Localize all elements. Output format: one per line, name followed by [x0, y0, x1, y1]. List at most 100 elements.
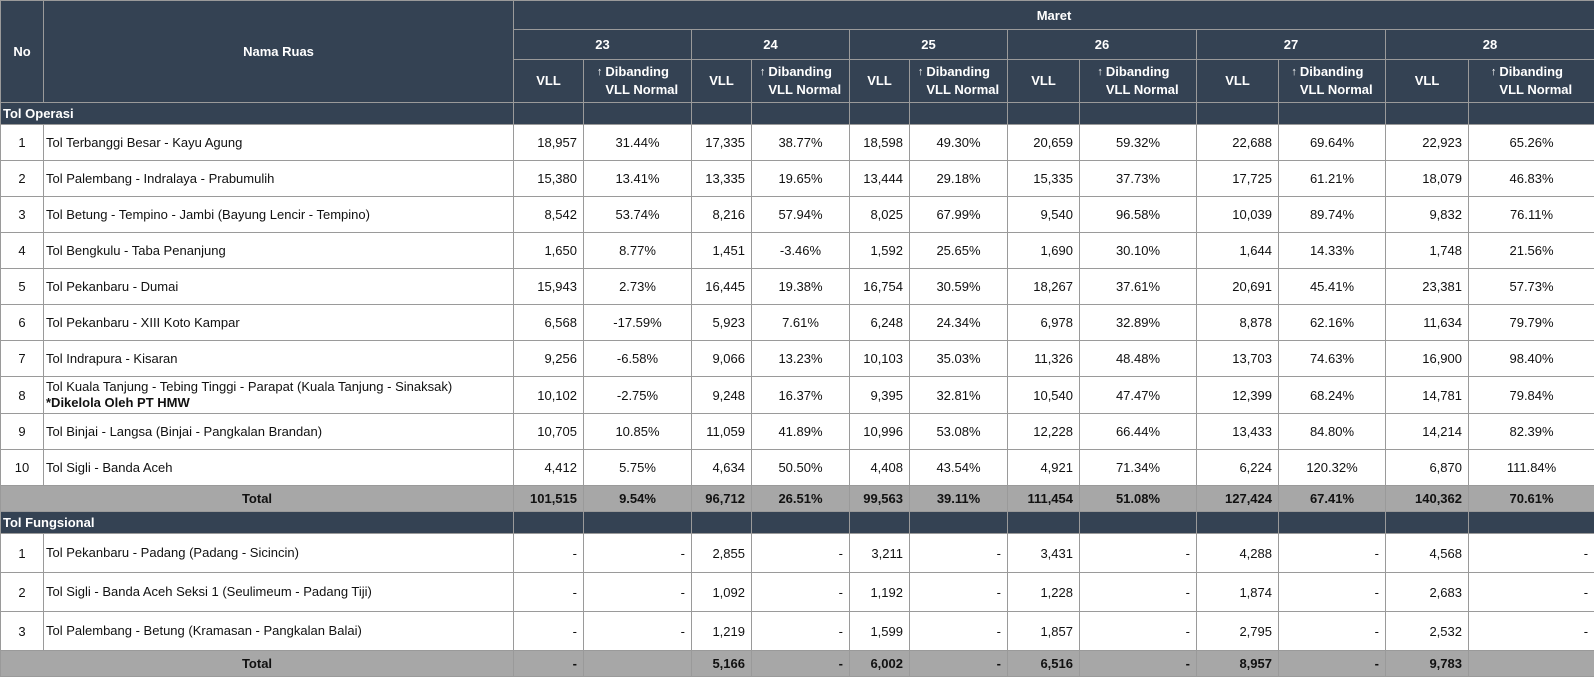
row-name-cell: Tol Palembang - Indralaya - Prabumulih: [43, 160, 514, 197]
vll-value: 16,900: [1385, 340, 1469, 377]
percent-change: -: [1079, 572, 1197, 612]
arrow-up-icon: ↑: [759, 66, 766, 78]
row-name: Tol Indrapura - Kisaran: [46, 350, 178, 366]
percent-change: 43.54%: [909, 449, 1008, 486]
vll-value: 4,568: [1385, 533, 1469, 573]
vll-value: 10,705: [513, 413, 584, 450]
percent-change: 79.84%: [1467, 376, 1594, 414]
percent-change: 57.94%: [751, 196, 850, 233]
percent-change: 10.85%: [583, 413, 692, 450]
percent-change: 96.58%: [1079, 196, 1197, 233]
vll-value: 4,408: [849, 449, 910, 486]
table-row: 3 Tol Palembang - Betung (Kramasan - Pang…: [0, 611, 1594, 651]
total-vll: 9,783: [1385, 650, 1469, 677]
row-name-cell: Tol Pekanbaru - XIII Koto Kampar: [43, 304, 514, 341]
percent-change: -6.58%: [583, 340, 692, 377]
percent-change: 61.21%: [1278, 160, 1386, 197]
header-vll: VLL: [1007, 59, 1080, 103]
header-dibanding-line1: Dibanding: [768, 64, 832, 79]
total-vll: 96,712: [691, 485, 752, 512]
percent-change: 45.41%: [1278, 268, 1386, 305]
percent-change: 59.32%: [1079, 124, 1197, 161]
vll-value: 22,688: [1196, 124, 1279, 161]
header-no: No: [0, 0, 44, 103]
header-dibanding-line1: Dibanding: [1299, 64, 1364, 79]
total-vll: 5,166: [691, 650, 752, 677]
vll-value: 18,598: [849, 124, 910, 161]
section-filler-cell: [1007, 511, 1080, 534]
percent-change: 46.83%: [1467, 160, 1594, 197]
percent-change: 74.63%: [1278, 340, 1386, 377]
total-vll: 111,454: [1007, 485, 1080, 512]
percent-change: 30.10%: [1079, 232, 1197, 269]
percent-change: 14.33%: [1278, 232, 1386, 269]
header-dibanding-line2: VLL Normal: [605, 82, 679, 97]
percent-change: 50.50%: [751, 449, 850, 486]
total-label: Total: [0, 650, 514, 677]
percent-change: 2.73%: [583, 268, 692, 305]
percent-change: 21.56%: [1467, 232, 1594, 269]
percent-change: 53.74%: [583, 196, 692, 233]
percent-change: 53.08%: [909, 413, 1008, 450]
section-filler-cell: [583, 102, 692, 125]
vll-value: 2,532: [1385, 611, 1469, 651]
section-filler-cell: [691, 511, 752, 534]
percent-change: 67.99%: [909, 196, 1008, 233]
vll-value: 10,103: [849, 340, 910, 377]
percent-change: 41.89%: [751, 413, 850, 450]
vll-value: 8,542: [513, 196, 584, 233]
vll-value: -: [513, 533, 584, 573]
percent-change: 69.64%: [1278, 124, 1386, 161]
row-name: Tol Betung - Tempino - Jambi (Bayung Len…: [46, 206, 370, 222]
table-row: 2 Tol Palembang - Indralaya - Prabumulih 1…: [0, 160, 1594, 197]
total-vll: -: [513, 650, 584, 677]
vll-value: 9,248: [691, 376, 752, 414]
percent-change: -: [1079, 533, 1197, 573]
total-label: Total: [0, 485, 514, 512]
section-filler-cell: [849, 102, 910, 125]
section-filler-cell: [1467, 102, 1594, 125]
percent-change: 16.37%: [751, 376, 850, 414]
percent-change: 13.23%: [751, 340, 850, 377]
vll-value: 3,431: [1007, 533, 1080, 573]
vll-value: 14,214: [1385, 413, 1469, 450]
section-filler-cell: [1467, 511, 1594, 534]
vll-value: 4,634: [691, 449, 752, 486]
header-vll: VLL: [849, 59, 910, 103]
percent-change: 62.16%: [1278, 304, 1386, 341]
table-row: 4 Tol Bengkulu - Taba Penanjung 1,650 8.77%…: [0, 232, 1594, 269]
total-percent: [583, 650, 692, 677]
row-name: Tol Bengkulu - Taba Penanjung: [46, 242, 226, 258]
total-percent: 26.51%: [751, 485, 850, 512]
vll-value: 4,921: [1007, 449, 1080, 486]
vll-value: 22,923: [1385, 124, 1469, 161]
total-row: Total 101,515 9.54% 96,712 26.51% 99,563 39.11…: [0, 485, 1594, 512]
percent-change: 66.44%: [1079, 413, 1197, 450]
percent-change: 19.38%: [751, 268, 850, 305]
total-row: Total -5,166-6,002-6,516-8,957-9,783: [0, 650, 1594, 677]
row-name: Tol Sigli - Banda Aceh: [46, 459, 173, 475]
vll-value: 23,381: [1385, 268, 1469, 305]
percent-change: -: [751, 533, 850, 573]
row-number: 2: [0, 572, 44, 612]
percent-change: -: [1079, 611, 1197, 651]
total-vll: 6,002: [849, 650, 910, 677]
vll-value: 20,659: [1007, 124, 1080, 161]
row-name-cell: Tol Betung - Tempino - Jambi (Bayung Len…: [43, 196, 514, 233]
vll-value: 9,832: [1385, 196, 1469, 233]
row-number: 8: [0, 376, 44, 414]
percent-change: 89.74%: [1278, 196, 1386, 233]
row-number: 4: [0, 232, 44, 269]
section-filler-cell: [1079, 102, 1197, 125]
table-row: 1 Tol Terbanggi Besar - Kayu Agung 18,957 3…: [0, 124, 1594, 161]
total-percent: 70.61%: [1467, 485, 1594, 512]
percent-change: 98.40%: [1467, 340, 1594, 377]
vll-value: 20,691: [1196, 268, 1279, 305]
section-filler-cell: [583, 511, 692, 534]
row-number: 5: [0, 268, 44, 305]
vll-value: 18,267: [1007, 268, 1080, 305]
section-filler-cell: [1007, 102, 1080, 125]
row-number: 2: [0, 160, 44, 197]
header-dibanding-line1: Dibanding: [1499, 64, 1563, 79]
row-name: Tol Sigli - Banda Aceh Seksi 1 (Seulimeu…: [46, 584, 372, 599]
